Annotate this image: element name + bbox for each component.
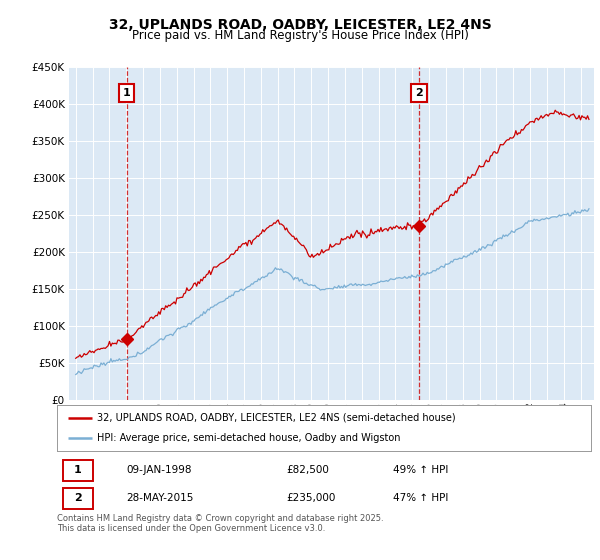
FancyBboxPatch shape [64, 488, 93, 508]
Text: 2: 2 [74, 493, 82, 502]
Text: £235,000: £235,000 [287, 493, 336, 502]
Text: 49% ↑ HPI: 49% ↑ HPI [394, 465, 449, 474]
Text: 47% ↑ HPI: 47% ↑ HPI [394, 493, 449, 502]
Text: Contains HM Land Registry data © Crown copyright and database right 2025.
This d: Contains HM Land Registry data © Crown c… [57, 514, 383, 534]
FancyBboxPatch shape [64, 460, 93, 480]
Text: £82,500: £82,500 [287, 465, 329, 474]
Text: 32, UPLANDS ROAD, OADBY, LEICESTER, LE2 4NS (semi-detached house): 32, UPLANDS ROAD, OADBY, LEICESTER, LE2 … [97, 413, 455, 423]
Text: 28-MAY-2015: 28-MAY-2015 [127, 493, 194, 502]
Text: 2: 2 [415, 88, 423, 98]
Text: 1: 1 [74, 465, 82, 474]
Text: 09-JAN-1998: 09-JAN-1998 [127, 465, 192, 474]
Text: Price paid vs. HM Land Registry's House Price Index (HPI): Price paid vs. HM Land Registry's House … [131, 29, 469, 42]
Text: HPI: Average price, semi-detached house, Oadby and Wigston: HPI: Average price, semi-detached house,… [97, 433, 401, 443]
Text: 32, UPLANDS ROAD, OADBY, LEICESTER, LE2 4NS: 32, UPLANDS ROAD, OADBY, LEICESTER, LE2 … [109, 18, 491, 32]
Text: 1: 1 [123, 88, 131, 98]
